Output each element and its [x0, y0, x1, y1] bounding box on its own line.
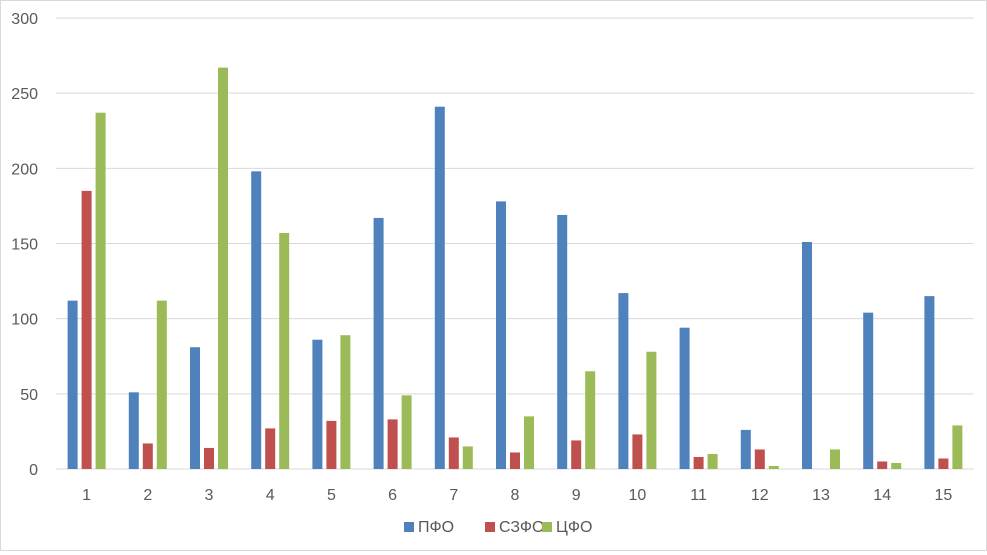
legend-label: СЗФО	[499, 519, 544, 536]
legend-swatch-ПФО	[404, 522, 414, 532]
bar-ПФО-2	[128, 392, 139, 469]
x-tick-label: 11	[690, 487, 707, 504]
bar-ПФО-5	[312, 339, 323, 469]
bar-СЗФО-6	[387, 419, 398, 469]
x-tick-label: 3	[205, 487, 214, 504]
legend: ПФО СЗФО ЦФО	[404, 519, 592, 536]
bar-ПФО-1	[67, 300, 78, 469]
bar-СЗФО-2	[142, 443, 153, 469]
bar-СЗФО-15	[938, 458, 949, 469]
legend-swatch-ЦФО	[542, 522, 552, 532]
x-axis: 1 2 3 4 5 6 7 8 9 10 11 12 13 14 15	[82, 487, 952, 504]
bar-ЦФО-14	[891, 462, 902, 469]
bar-ПФО-3	[190, 347, 200, 469]
bar-СЗФО-11	[693, 456, 704, 469]
bar-ЦФО-6	[401, 395, 412, 469]
bar-СЗФО-14	[877, 461, 888, 469]
y-tick-label: 100	[11, 312, 38, 329]
bar-СЗФО-5	[326, 420, 337, 469]
bar-ПФО-4	[251, 171, 262, 469]
y-tick-label: 0	[29, 462, 38, 479]
x-tick-label: 14	[873, 487, 891, 504]
y-tick-label: 250	[11, 86, 38, 103]
x-tick-label: 2	[143, 487, 152, 504]
bar-ЦФО-9	[585, 371, 596, 469]
bar-ПФО-15	[924, 296, 935, 469]
bar-ПФО-6	[373, 217, 384, 469]
bar-ЦФО-1	[95, 112, 106, 470]
legend-label: ЦФО	[556, 519, 592, 536]
bar-ЦФО-15	[952, 425, 963, 469]
bar-ПФО-13	[802, 241, 812, 469]
x-tick-label: 10	[629, 487, 647, 504]
bar-СЗФО-12	[754, 449, 765, 469]
x-tick-label: 1	[82, 487, 91, 504]
y-axis: 0 50 100 150 200 250 300	[11, 11, 38, 479]
bar-ПФО-10	[618, 293, 629, 469]
legend-swatch-СЗФО	[485, 522, 495, 532]
bar-ПФО-12	[740, 429, 751, 469]
x-tick-label: 9	[572, 487, 581, 504]
bar-ЦФО-3	[218, 67, 228, 470]
y-tick-label: 200	[11, 161, 38, 178]
x-tick-label: 7	[449, 487, 458, 504]
bar-ЦФО-11	[707, 453, 718, 469]
bar-ПФО-8	[496, 201, 506, 469]
bar-ЦФО-4	[279, 232, 290, 469]
x-tick-label: 6	[388, 487, 397, 504]
bar-ПФО-7	[434, 106, 445, 470]
x-tick-label: 12	[751, 487, 769, 504]
x-tick-label: 8	[511, 487, 520, 504]
bar-ЦФО-10	[646, 351, 657, 469]
x-tick-label: 5	[327, 487, 336, 504]
bar-ЦФО-7	[462, 446, 473, 469]
bar-ПФО-14	[863, 312, 874, 469]
bar-ЦФО-2	[156, 300, 167, 469]
bar-СЗФО-10	[632, 434, 643, 469]
bar-ПФО-11	[679, 327, 690, 469]
bar-ЦФО-8	[524, 416, 534, 469]
bar-СЗФО-7	[448, 437, 459, 469]
bar-СЗФО-1	[81, 190, 92, 469]
x-tick-label: 4	[266, 487, 275, 504]
x-tick-label: 15	[935, 487, 953, 504]
y-tick-label: 50	[20, 387, 38, 404]
y-tick-label: 150	[11, 237, 38, 254]
gridlines	[56, 17, 974, 470]
bar-СЗФО-3	[204, 447, 214, 469]
bars	[67, 67, 963, 470]
bar-ЦФО-5	[340, 335, 351, 469]
bar-ПФО-9	[557, 214, 568, 469]
bar-ЦФО-13	[830, 449, 840, 469]
bar-СЗФО-9	[571, 440, 582, 469]
bar-ЦФО-12	[768, 465, 779, 469]
y-tick-label: 300	[11, 11, 38, 28]
bar-СЗФО-8	[510, 452, 520, 469]
legend-label: ПФО	[418, 519, 454, 536]
bar-СЗФО-4	[265, 428, 276, 469]
x-tick-label: 13	[812, 487, 830, 504]
